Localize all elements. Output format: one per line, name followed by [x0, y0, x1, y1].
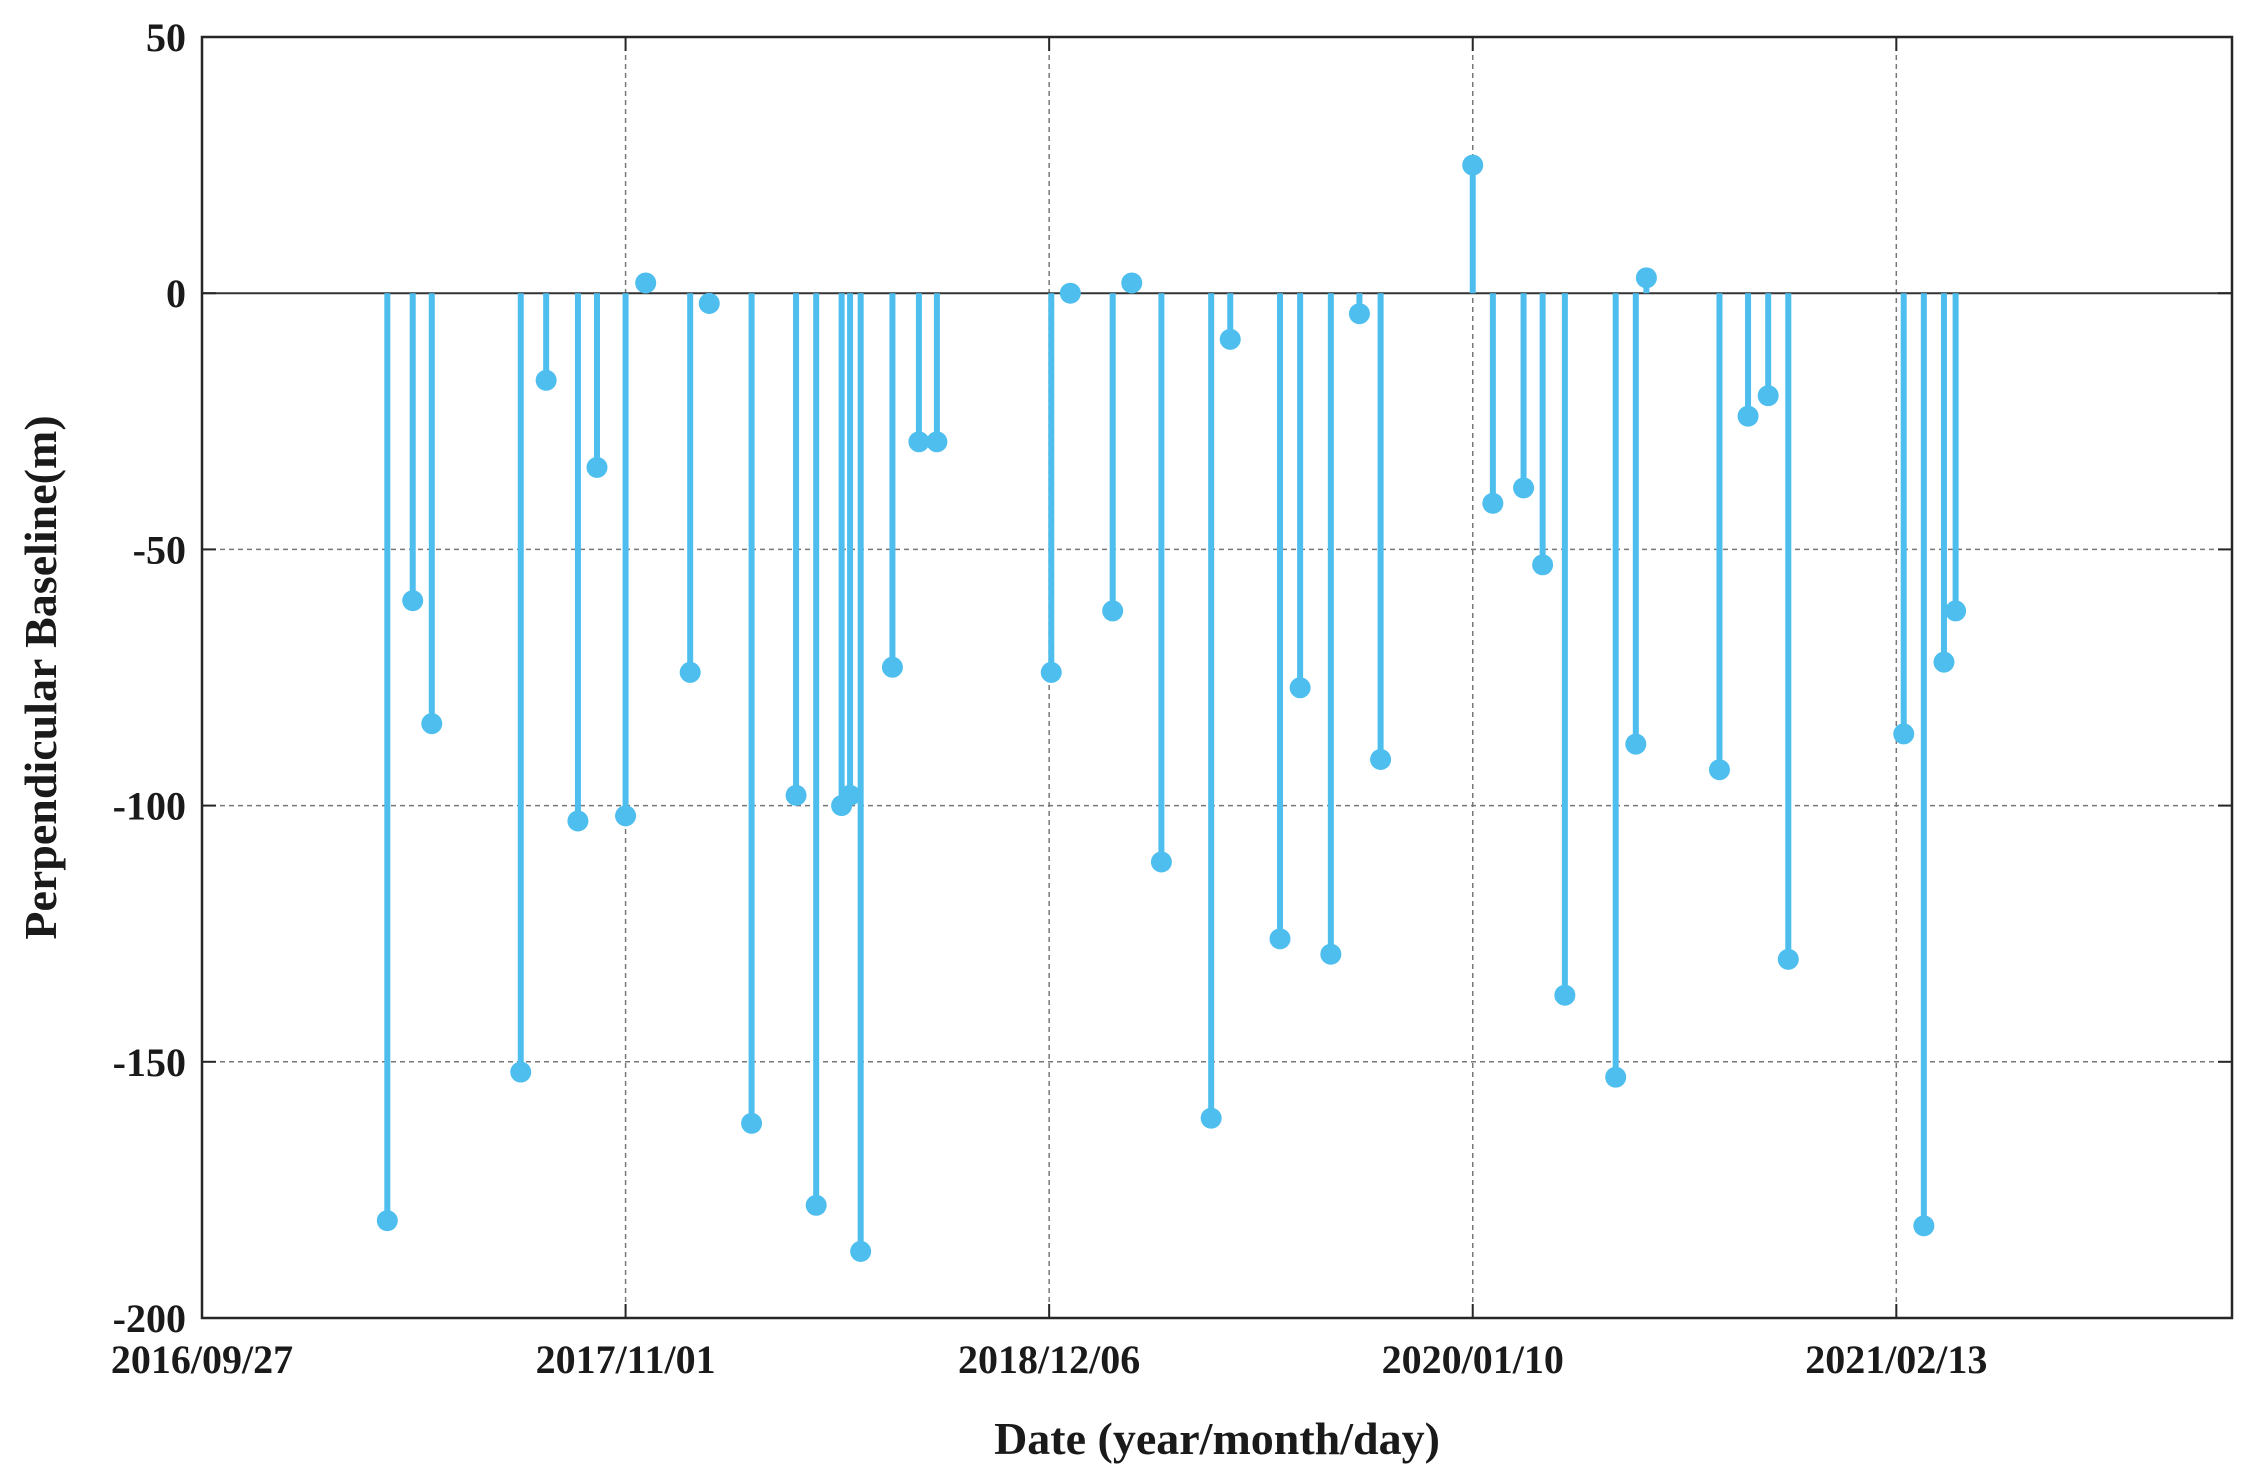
stem-marker [1320, 943, 1342, 965]
y-tick-label: -200 [113, 1296, 186, 1341]
stem-marker [1200, 1107, 1222, 1129]
stem-series [376, 154, 1967, 1262]
y-tick-label: 50 [146, 15, 186, 60]
stem-marker [1513, 477, 1535, 499]
stem-marker [1777, 948, 1799, 970]
stem-marker [850, 1240, 872, 1262]
stem-marker [615, 805, 637, 827]
stem-marker [1348, 303, 1370, 325]
y-axis-ticks: 50 0 -50 -100 -150 -200 [113, 15, 2232, 1341]
stem-marker [1219, 328, 1241, 350]
stem-marker [1554, 984, 1576, 1006]
stem-marker [839, 784, 861, 806]
stem-marker [1462, 154, 1484, 176]
plot-frame [200, 35, 2234, 1320]
stem-marker [1945, 600, 1967, 622]
stem-marker [402, 590, 424, 612]
stem-marker [510, 1061, 532, 1083]
stem-marker [586, 456, 608, 478]
x-axis-ticks: 2016/09/27 2017/11/01 2018/12/06 2020/01/10… [111, 37, 1987, 1382]
stem-marker [1289, 677, 1311, 699]
y-axis-label: Perpendicular Baseline(m) [15, 415, 66, 939]
y-tick-label: 0 [166, 271, 186, 316]
stem-marker [1150, 851, 1172, 873]
stem-marker [1059, 282, 1081, 304]
stem-marker [376, 1210, 398, 1232]
stem-marker [1635, 267, 1657, 289]
stem-marker [805, 1194, 827, 1216]
stem-marker [1913, 1215, 1935, 1237]
y-tick-label: -150 [113, 1040, 186, 1085]
stem-marker [908, 431, 930, 453]
stem-marker [1040, 661, 1062, 683]
stem-marker [1102, 600, 1124, 622]
x-tick-label: 2016/09/27 [111, 1337, 293, 1382]
stem-marker [535, 369, 557, 391]
stem-marker [1625, 733, 1647, 755]
stem-marker [698, 292, 720, 314]
stem-marker [881, 656, 903, 678]
stem-marker [741, 1112, 763, 1134]
stem-marker [1269, 928, 1291, 950]
y-tick-label: -50 [133, 527, 186, 572]
stem-marker [421, 713, 443, 735]
stem-marker [1121, 272, 1143, 294]
stem-marker [1708, 759, 1730, 781]
stem-marker [1532, 554, 1554, 576]
stem-marker [1482, 492, 1504, 514]
stem-marker [1370, 748, 1392, 770]
x-tick-label: 2021/02/13 [1805, 1337, 1987, 1382]
x-tick-label: 2017/11/01 [536, 1337, 716, 1382]
stem-marker [635, 272, 657, 294]
y-tick-label: -100 [113, 784, 186, 829]
stem-marker [785, 784, 807, 806]
stem-marker [679, 661, 701, 683]
stem-marker [567, 810, 589, 832]
stem-marker [1605, 1066, 1627, 1088]
stem-marker [1933, 651, 1955, 673]
stem-marker [1757, 385, 1779, 407]
x-tick-label: 2018/12/06 [958, 1337, 1140, 1382]
stem-marker [1893, 723, 1915, 745]
x-axis-label: Date (year/month/day) [994, 1413, 1440, 1464]
stem-marker [1737, 405, 1759, 427]
stem-marker [926, 431, 948, 453]
x-tick-label: 2020/01/10 [1382, 1337, 1564, 1382]
